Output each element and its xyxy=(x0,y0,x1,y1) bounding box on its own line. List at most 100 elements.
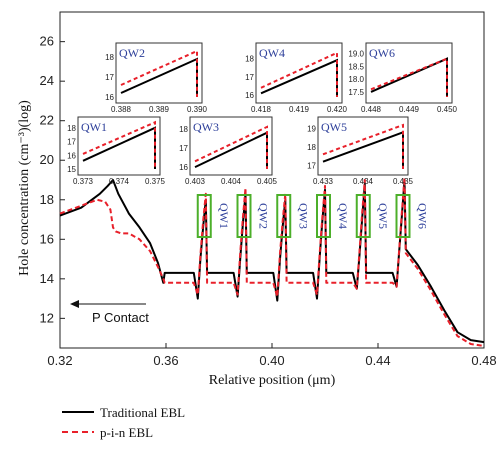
p-contact-annotation: P Contact xyxy=(70,300,149,325)
x-tick-label: 0.36 xyxy=(153,353,178,368)
x-tick-label: 0.44 xyxy=(365,353,390,368)
inset-qw5: QW5 17 18 19 0.433 0.434 0.435 xyxy=(307,116,414,186)
inset-y-tick-label: 18 xyxy=(245,54,254,63)
inset-y-tick-label: 17.5 xyxy=(348,88,364,97)
inset-line-pin xyxy=(120,49,198,97)
inset-y-tick-label: 16 xyxy=(105,93,114,102)
inset-y-tick-label: 17 xyxy=(67,138,76,147)
series-line-pin xyxy=(59,177,485,347)
p-contact-label: P Contact xyxy=(92,310,149,325)
y-tick-label: 22 xyxy=(40,113,54,128)
inset-y-tick-label: 18.0 xyxy=(348,75,364,84)
y-tick-label: 20 xyxy=(40,152,54,167)
series-layer xyxy=(59,177,485,347)
qw-label: QW5 xyxy=(376,203,390,229)
inset-x-tick-label: 0.419 xyxy=(289,105,310,114)
inset-layer: QW1 15 16 17 18 0.373 0.374 0.375 QW2 16 17 18 0.388… xyxy=(67,42,458,186)
inset-frame xyxy=(77,116,161,176)
inset-x-tick-label: 0.403 xyxy=(185,177,206,186)
inset-y-tick-label: 17 xyxy=(307,161,316,170)
inset-y-tick-label: 18 xyxy=(67,124,76,133)
qw-highlight-box xyxy=(276,194,292,238)
legend-label-pin: p-i-n EBL xyxy=(100,425,153,440)
y-axis-label: Hole concentration (cm⁻³)(log) xyxy=(17,100,32,276)
qw-highlight-box xyxy=(196,194,212,238)
y-tick-label: 14 xyxy=(40,271,54,286)
legend-label-traditional: Traditional EBL xyxy=(100,405,185,420)
inset-title: QW2 xyxy=(119,46,145,60)
inset-x-tick-label: 0.405 xyxy=(257,177,278,186)
inset-y-tick-label: 18 xyxy=(307,143,316,152)
qw-highlight-box xyxy=(236,194,252,238)
qw-highlight-box xyxy=(355,194,371,238)
inset-title: QW5 xyxy=(321,120,347,134)
y-tick-label: 24 xyxy=(40,73,54,88)
x-axis-ticks: 0.32 0.36 0.40 0.44 0.48 xyxy=(47,343,497,368)
inset-line-pin xyxy=(322,123,404,169)
qw-label: QW1 xyxy=(217,203,231,229)
inset-x-tick-label: 0.449 xyxy=(399,105,420,114)
inset-qw3: QW3 16 17 18 0.403 0.404 0.405 xyxy=(179,116,278,186)
qw-label: QW4 xyxy=(336,203,350,229)
y-tick-label: 16 xyxy=(40,231,54,246)
inset-y-tick-label: 19.0 xyxy=(348,50,364,59)
inset-x-tick-label: 0.433 xyxy=(313,177,334,186)
inset-x-tick-label: 0.418 xyxy=(251,105,272,114)
inset-x-tick-label: 0.373 xyxy=(73,177,94,186)
inset-frame xyxy=(115,42,203,104)
qw-highlight-box xyxy=(316,194,331,238)
p-contact-arrow-head xyxy=(70,300,79,308)
qw-label: QW2 xyxy=(257,203,271,229)
y-tick-label: 26 xyxy=(40,34,54,49)
inset-x-tick-label: 0.434 xyxy=(353,177,374,186)
inset-line-pin xyxy=(370,57,448,97)
x-tick-label: 0.32 xyxy=(47,353,72,368)
inset-frame xyxy=(365,42,453,104)
inset-y-tick-label: 15 xyxy=(67,165,76,174)
inset-y-tick-label: 16 xyxy=(67,151,76,160)
y-axis-ticks: 12 14 16 18 20 22 24 26 xyxy=(40,34,65,325)
inset-x-tick-label: 0.388 xyxy=(111,105,132,114)
y-tick-label: 12 xyxy=(40,310,54,325)
qw-label: QW3 xyxy=(296,203,310,229)
inset-y-tick-label: 18 xyxy=(105,53,114,62)
inset-y-tick-label: 16 xyxy=(179,163,188,172)
inset-y-tick-label: 16 xyxy=(245,91,254,100)
inset-title: QW3 xyxy=(193,120,219,134)
inset-x-tick-label: 0.420 xyxy=(327,105,348,114)
inset-qw1: QW1 15 16 17 18 0.373 0.374 0.375 xyxy=(67,116,166,186)
x-tick-label: 0.48 xyxy=(471,353,496,368)
inset-x-tick-label: 0.390 xyxy=(187,105,208,114)
inset-title: QW1 xyxy=(81,120,107,134)
inset-y-tick-label: 17 xyxy=(105,73,114,82)
inset-x-tick-label: 0.448 xyxy=(361,105,382,114)
inset-line-pin xyxy=(82,120,156,169)
inset-y-tick-label: 19 xyxy=(307,125,316,134)
legend: Traditional EBL p-i-n EBL xyxy=(62,405,185,440)
qw-label: QW6 xyxy=(416,203,430,229)
y-tick-label: 18 xyxy=(40,192,54,207)
x-tick-label: 0.40 xyxy=(259,353,284,368)
inset-title: QW6 xyxy=(369,46,395,60)
inset-frame xyxy=(189,116,273,176)
inset-line-pin xyxy=(260,51,338,97)
inset-y-tick-label: 18 xyxy=(179,125,188,134)
inset-y-tick-label: 17 xyxy=(245,73,254,82)
inset-y-tick-label: 18.5 xyxy=(348,62,364,71)
inset-x-tick-label: 0.374 xyxy=(109,177,130,186)
inset-x-tick-label: 0.375 xyxy=(145,177,166,186)
inset-x-tick-label: 0.389 xyxy=(149,105,170,114)
qw-highlight-box xyxy=(395,194,411,238)
inset-x-tick-label: 0.450 xyxy=(437,105,458,114)
inset-x-tick-label: 0.435 xyxy=(393,177,414,186)
qw-marker-layer: QW1 QW2 QW3 QW4 QW5 QW6 xyxy=(196,194,430,238)
inset-qw6: QW6 17.5 18.0 18.5 19.0 0.448 0.449 0.450 xyxy=(348,42,458,114)
x-axis-label: Relative position (μm) xyxy=(209,373,336,388)
inset-title: QW4 xyxy=(259,46,285,60)
inset-y-tick-label: 17 xyxy=(179,144,188,153)
inset-line-pin xyxy=(194,125,268,169)
inset-frame xyxy=(255,42,343,104)
inset-qw4: QW4 16 17 18 0.418 0.419 0.420 xyxy=(245,42,348,114)
inset-x-tick-label: 0.404 xyxy=(221,177,242,186)
